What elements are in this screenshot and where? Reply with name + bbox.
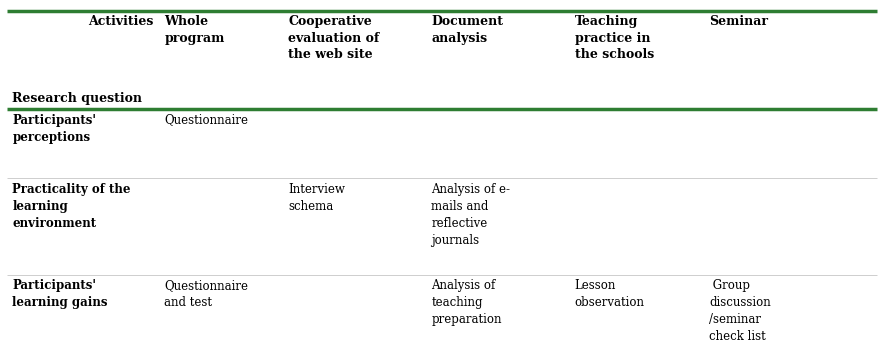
Text: Interview
schema: Interview schema [288, 183, 345, 213]
Text: Document
analysis: Document analysis [431, 15, 503, 45]
Text: Analysis of
teaching
preparation: Analysis of teaching preparation [431, 279, 502, 326]
Text: Research question: Research question [12, 92, 142, 105]
Text: Questionnaire
and test: Questionnaire and test [164, 279, 248, 309]
Text: Lesson
observation: Lesson observation [575, 279, 644, 309]
Text: Whole
program: Whole program [164, 15, 225, 45]
Text: Cooperative
evaluation of
the web site: Cooperative evaluation of the web site [288, 15, 379, 61]
Text: Seminar: Seminar [709, 15, 768, 28]
Text: Activities: Activities [88, 15, 154, 28]
Text: Teaching
practice in
the schools: Teaching practice in the schools [575, 15, 654, 61]
Text: Analysis of e-
mails and
reflective
journals: Analysis of e- mails and reflective jour… [431, 183, 510, 247]
Text: Group
discussion
/seminar
check list: Group discussion /seminar check list [709, 279, 771, 343]
Text: Practicality of the
learning
environment: Practicality of the learning environment [12, 183, 131, 230]
Text: Questionnaire: Questionnaire [164, 114, 248, 127]
Text: Participants'
learning gains: Participants' learning gains [12, 279, 108, 309]
Text: Participants'
perceptions: Participants' perceptions [12, 114, 96, 143]
